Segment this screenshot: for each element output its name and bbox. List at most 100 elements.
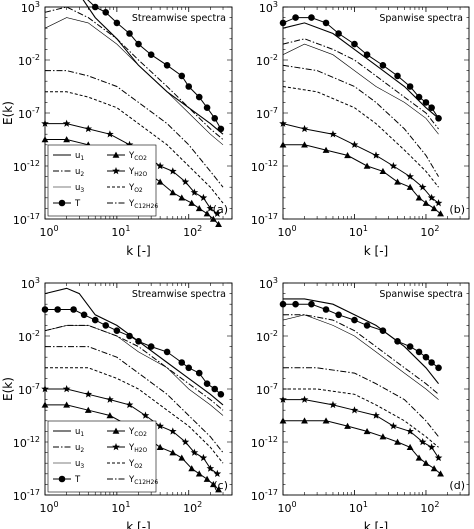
panel-a: 100 101 102 103 10-2 10-7 10-12 10-17 k [-] E(k) S… xyxy=(1,0,233,258)
series-line-YC12H26 xyxy=(282,64,439,177)
series-line-YH2O xyxy=(283,399,439,459)
legend-label-YH2O: YH2O xyxy=(128,443,148,454)
marker-YH2O xyxy=(389,422,398,430)
marker-T xyxy=(203,104,211,111)
legend-marker-YCO2 xyxy=(112,151,120,158)
x-tick-label: 100 xyxy=(277,224,296,239)
marker-T xyxy=(435,364,442,372)
marker-YCO2 xyxy=(406,183,414,190)
marker-T xyxy=(322,306,330,313)
marker-YCO2 xyxy=(430,465,438,472)
legend-marker-YH2O xyxy=(112,443,120,451)
legend-label-YO2: YO2 xyxy=(128,183,143,194)
marker-YH2O xyxy=(418,438,427,446)
marker-YCO2 xyxy=(301,141,308,148)
series-line-u2 xyxy=(283,314,439,395)
marker-YH2O xyxy=(106,395,114,403)
marker-YCO2 xyxy=(301,417,308,424)
marker-YCO2 xyxy=(422,199,430,206)
y-tick-label: 10-2 xyxy=(256,329,278,344)
marker-YCO2 xyxy=(344,152,351,159)
marker-T xyxy=(91,3,99,11)
marker-YCO2 xyxy=(195,470,203,477)
marker-YCO2 xyxy=(41,401,49,408)
series-T xyxy=(279,300,442,372)
marker-T xyxy=(217,125,225,133)
y-tick-label: 103 xyxy=(259,0,278,15)
marker-YH2O xyxy=(300,395,309,403)
x-axis-label: k [-] xyxy=(126,520,150,529)
marker-T xyxy=(195,93,203,101)
marker-T xyxy=(185,364,193,372)
marker-T xyxy=(102,9,110,16)
marker-T xyxy=(211,115,219,122)
y-tick-label: 10-12 xyxy=(13,435,40,450)
series-YH2O xyxy=(41,385,222,478)
marker-T xyxy=(406,343,414,350)
marker-T xyxy=(308,300,315,308)
marker-YCO2 xyxy=(195,205,203,212)
marker-YH2O xyxy=(389,162,398,170)
series-YC12H26 xyxy=(45,70,224,188)
marker-YH2O xyxy=(41,119,49,127)
legend-label-T: T xyxy=(74,199,81,209)
panel-title: Spanwise spectra xyxy=(379,13,463,24)
marker-T xyxy=(113,327,121,335)
marker-T xyxy=(335,30,342,37)
marker-T xyxy=(308,14,315,21)
marker-YH2O xyxy=(329,400,337,409)
marker-T xyxy=(91,316,99,324)
marker-T xyxy=(113,19,121,27)
x-tick-label: 102 xyxy=(420,224,439,239)
marker-YH2O xyxy=(125,140,134,149)
series-line-YCO2 xyxy=(283,144,441,215)
series-u1 xyxy=(82,0,224,135)
marker-YCO2 xyxy=(344,422,351,429)
legend-label-YC12H26: YC12H26 xyxy=(128,199,158,210)
y-tick-label: 103 xyxy=(259,276,278,291)
legend-label-u2: u2 xyxy=(75,443,84,454)
y-tick-label: 10-12 xyxy=(13,159,40,174)
marker-YH2O xyxy=(350,406,359,414)
legend-label-T: T xyxy=(74,475,81,485)
marker-T xyxy=(135,338,142,345)
series-YO2 xyxy=(282,86,439,188)
marker-YCO2 xyxy=(178,454,186,461)
series-YH2O xyxy=(279,395,443,462)
marker-YH2O xyxy=(41,385,49,393)
marker-T xyxy=(217,391,225,398)
x-tick-label: 100 xyxy=(39,500,58,515)
x-axis-label: k [-] xyxy=(126,244,150,258)
y-axis-label: E(k) xyxy=(1,377,15,401)
marker-YCO2 xyxy=(203,210,211,217)
series-u2 xyxy=(44,6,224,140)
marker-YCO2 xyxy=(394,438,401,445)
marker-YH2O xyxy=(84,124,93,133)
marker-YCO2 xyxy=(437,470,444,477)
marker-YCO2 xyxy=(415,454,423,461)
series-line-u1 xyxy=(82,0,224,135)
x-tick-label: 102 xyxy=(183,224,202,239)
marker-T xyxy=(126,30,133,37)
x-tick-label: 100 xyxy=(39,224,58,239)
marker-YCO2 xyxy=(169,189,177,196)
marker-YCO2 xyxy=(215,220,222,228)
marker-T xyxy=(102,322,110,329)
panel-tag: (a) xyxy=(213,203,228,216)
legend-label-YH2O: YH2O xyxy=(128,167,148,178)
marker-YCO2 xyxy=(215,486,222,493)
panel-d: 100 101 102 103 10-2 10-7 10-12 10-17 k [-] Spanw… xyxy=(251,276,470,529)
legend-box xyxy=(47,420,157,493)
y-axis-label: E(k) xyxy=(1,101,15,125)
marker-T xyxy=(147,51,155,58)
x-axis-label: k [-] xyxy=(364,520,388,529)
series-YO2 xyxy=(45,367,224,464)
legend-label-u3: u3 xyxy=(75,183,84,194)
y-tick-label: 10-7 xyxy=(256,106,278,121)
series-line-YO2 xyxy=(45,367,224,464)
legend: u1 u2 u3 T YCO2 YH2O YO2 YC12H26 xyxy=(47,420,158,493)
series-YC12H26 xyxy=(45,346,224,453)
x-tick-label: 102 xyxy=(420,500,439,515)
marker-T xyxy=(435,115,442,122)
series-line-YC12H26 xyxy=(45,70,224,188)
